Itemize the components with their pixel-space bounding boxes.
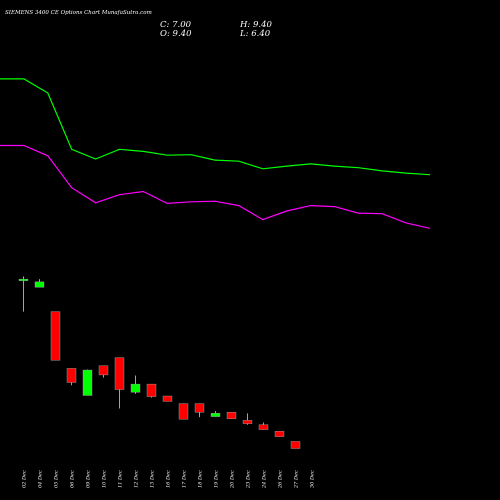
x-tick-label: 09 Dec [86, 470, 92, 488]
x-tick-label: 27 Dec [294, 470, 300, 489]
candle-body [162, 395, 173, 402]
candle [194, 403, 205, 418]
x-tick-label: 30 Dec [310, 470, 316, 488]
chart-title: SIEMENS 3400 CE Options Chart MunafaSutr… [5, 10, 152, 16]
candle [274, 430, 285, 437]
candle [210, 411, 221, 417]
x-tick-label: 06 Dec [70, 470, 76, 488]
x-tick-label: 11 Dec [118, 470, 124, 488]
candle-body [114, 357, 125, 390]
candle-body [274, 430, 285, 437]
candle-body [290, 441, 301, 449]
open-readout: O: 9.40 [160, 29, 192, 39]
candle [146, 383, 157, 398]
candle-body [210, 413, 221, 417]
candle [242, 413, 253, 425]
series-line-2 [0, 144, 431, 229]
x-tick-label: 24 Dec [262, 470, 268, 489]
x-tick-label: 13 Dec [150, 470, 156, 488]
x-tick-label: 18 Dec [198, 470, 204, 488]
open-value: 9.40 [172, 29, 192, 39]
x-tick-label: 05 Dec [54, 470, 60, 488]
x-tick-label: 16 Dec [166, 470, 172, 488]
candle-body [66, 368, 77, 383]
x-tick-label: 23 Dec [246, 470, 252, 489]
x-tick-label: 04 Dec [38, 470, 44, 488]
candle [258, 422, 269, 430]
low-readout: L: 6.40 [240, 29, 271, 39]
x-tick-label: 17 Dec [182, 470, 188, 488]
candle-body [50, 311, 61, 361]
candle [50, 311, 61, 361]
candle-body [194, 403, 205, 413]
x-tick-label: 12 Dec [134, 470, 140, 488]
candle [34, 279, 45, 288]
candle-body [82, 369, 93, 396]
candle-body [130, 383, 141, 393]
candle [18, 276, 29, 312]
series-line-1 [0, 78, 431, 176]
close-readout: C: 7.00 [160, 20, 192, 30]
x-tick-label: 20 Dec [230, 470, 236, 489]
candle [114, 357, 125, 409]
x-axis: 02 Dec 04 Dec 05 Dec 06 Dec 09 Dec 10 Dec 11 D… [22, 470, 316, 489]
candle-body [258, 424, 269, 430]
close-value: 7.00 [172, 20, 192, 30]
candle-body [178, 403, 189, 420]
candle [130, 375, 141, 394]
candle [98, 365, 109, 378]
candle-body [226, 412, 237, 419]
candle [162, 395, 173, 402]
candle-body [98, 365, 109, 376]
candle [82, 369, 93, 396]
candles [18, 276, 301, 449]
candle [66, 368, 77, 386]
high-readout: H: 9.40 [240, 20, 272, 30]
x-tick-label: 02 Dec [22, 470, 28, 488]
candle-body [34, 281, 45, 288]
x-tick-label: 10 Dec [102, 470, 108, 488]
moving-average-lines [0, 78, 431, 229]
candle-body [18, 278, 29, 281]
candle-body [242, 420, 253, 424]
x-tick-label: 19 Dec [214, 470, 220, 488]
low-value: 6.40 [251, 29, 271, 39]
candle [290, 441, 301, 449]
x-tick-label: 26 Dec [278, 470, 284, 489]
high-value: 9.40 [252, 20, 272, 30]
candle [226, 412, 237, 419]
candle [178, 403, 189, 420]
candle-body [146, 383, 157, 397]
